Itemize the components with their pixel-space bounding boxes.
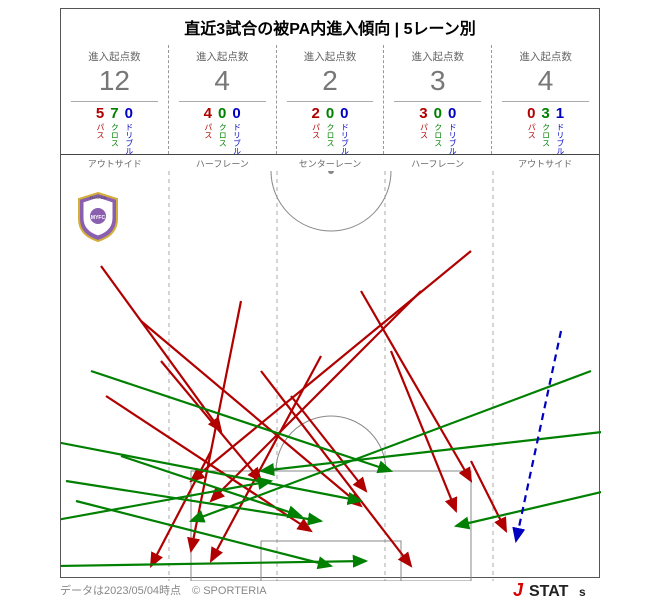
svg-text:FUJIEDA: FUJIEDA bbox=[90, 195, 107, 200]
lane-stat-0: 進入起点数 12 5 パス 7 クロス 0 ドリブル bbox=[61, 45, 169, 154]
lane-total: 2 bbox=[287, 66, 374, 102]
lane-name-0: アウトサイド bbox=[61, 155, 169, 171]
cross-label: クロス bbox=[110, 123, 118, 147]
pass-count: 2 bbox=[311, 106, 319, 121]
lane-total: 3 bbox=[394, 66, 481, 102]
jstats-logo: J STAT s bbox=[513, 580, 603, 605]
dribble-arrow bbox=[516, 331, 561, 541]
lane-stat-4: 進入起点数 4 0 パス 3 クロス 1 ドリブル bbox=[492, 45, 599, 154]
pass-label: パス bbox=[312, 123, 320, 139]
lane-stat-2: 進入起点数 2 2 パス 0 クロス 0 ドリブル bbox=[277, 45, 385, 154]
cross-arrow bbox=[76, 501, 331, 566]
pass-count: 0 bbox=[527, 106, 535, 121]
pass-arrow bbox=[101, 266, 221, 431]
dribble-label: ドリブル bbox=[233, 123, 241, 155]
lane-breakdown: 5 パス 7 クロス 0 ドリブル bbox=[61, 106, 168, 155]
lane-stat-3: 進入起点数 3 3 パス 0 クロス 0 ドリブル bbox=[384, 45, 492, 154]
cross-count: 7 bbox=[110, 106, 118, 121]
cross-arrow bbox=[191, 371, 591, 521]
lane-breakdown: 0 パス 3 クロス 1 ドリブル bbox=[492, 106, 599, 155]
dribble-label: ドリブル bbox=[340, 123, 348, 155]
cross-count: 3 bbox=[541, 106, 549, 121]
main-frame: 直近3試合の被PA内進入傾向 | 5レーン別 進入起点数125パス7クロス0ドリ… bbox=[60, 8, 600, 578]
dribble-count: 1 bbox=[556, 106, 564, 121]
cross-label: クロス bbox=[218, 123, 226, 147]
pass-arrow bbox=[291, 396, 366, 491]
pass-arrow bbox=[106, 396, 311, 531]
dribble-count: 0 bbox=[340, 106, 348, 121]
lane-name-1: ハーフレーン bbox=[169, 155, 277, 171]
lane-header-label: 進入起点数 bbox=[61, 49, 168, 64]
lane-stat-1: 進入起点数 4 4 パス 0 クロス 0 ドリブル bbox=[169, 45, 277, 154]
badge-icon: FUJIEDA MYFC bbox=[75, 191, 121, 243]
cross-arrow bbox=[61, 481, 271, 521]
dribble-label: ドリブル bbox=[556, 123, 564, 155]
lane-header-label: 進入起点数 bbox=[277, 49, 384, 64]
dribble-count: 0 bbox=[232, 106, 240, 121]
svg-text:s: s bbox=[579, 585, 586, 599]
lane-header-label: 進入起点数 bbox=[492, 49, 599, 64]
lane-stats-row: 進入起点数125パス7クロス0ドリブル進入起点数44パス0クロス0ドリブル進入起… bbox=[61, 45, 599, 155]
pass-arrow bbox=[141, 321, 361, 506]
cross-label: クロス bbox=[434, 123, 442, 147]
dribble-label: ドリブル bbox=[448, 123, 456, 155]
team-badge: FUJIEDA MYFC bbox=[75, 191, 121, 243]
dribble-count: 0 bbox=[125, 106, 133, 121]
lane-header-label: 進入起点数 bbox=[384, 49, 491, 64]
lane-breakdown: 2 パス 0 クロス 0 ドリブル bbox=[277, 106, 384, 155]
pass-label: パス bbox=[527, 123, 535, 139]
cross-count: 0 bbox=[218, 106, 226, 121]
lane-name-3: ハーフレーン bbox=[384, 155, 492, 171]
lane-total: 4 bbox=[502, 66, 589, 102]
lane-total: 12 bbox=[71, 66, 158, 102]
pass-label: パス bbox=[419, 123, 427, 139]
lane-header-label: 進入起点数 bbox=[169, 49, 276, 64]
pitch-svg bbox=[61, 171, 601, 581]
lane-name-4: アウトサイド bbox=[491, 155, 599, 171]
pitch-diagram: FUJIEDA MYFC bbox=[61, 171, 599, 581]
pass-count: 3 bbox=[419, 106, 427, 121]
dribble-label: ドリブル bbox=[125, 123, 133, 155]
lane-name-2: センターレーン bbox=[276, 155, 384, 171]
pass-arrow bbox=[391, 351, 456, 511]
dribble-count: 0 bbox=[448, 106, 456, 121]
pass-label: パス bbox=[96, 123, 104, 139]
lane-names-row: アウトサイドハーフレーンセンターレーンハーフレーンアウトサイド bbox=[61, 155, 599, 171]
svg-text:J: J bbox=[513, 580, 524, 600]
cross-arrow bbox=[456, 491, 601, 526]
cross-label: クロス bbox=[326, 123, 334, 147]
pass-count: 4 bbox=[204, 106, 212, 121]
lane-total: 4 bbox=[179, 66, 266, 102]
pass-label: パス bbox=[204, 123, 212, 139]
pass-count: 5 bbox=[96, 106, 104, 121]
chart-title: 直近3試合の被PA内進入傾向 | 5レーン別 bbox=[61, 9, 599, 45]
svg-text:STAT: STAT bbox=[529, 583, 569, 600]
svg-text:MYFC: MYFC bbox=[91, 215, 106, 221]
lane-breakdown: 4 パス 0 クロス 0 ドリブル bbox=[169, 106, 276, 155]
cross-label: クロス bbox=[542, 123, 550, 147]
cross-count: 0 bbox=[326, 106, 334, 121]
lane-breakdown: 3 パス 0 クロス 0 ドリブル bbox=[384, 106, 491, 155]
credit-text: データは2023/05/04時点 © SPORTERIA bbox=[60, 582, 267, 598]
cross-count: 0 bbox=[434, 106, 442, 121]
